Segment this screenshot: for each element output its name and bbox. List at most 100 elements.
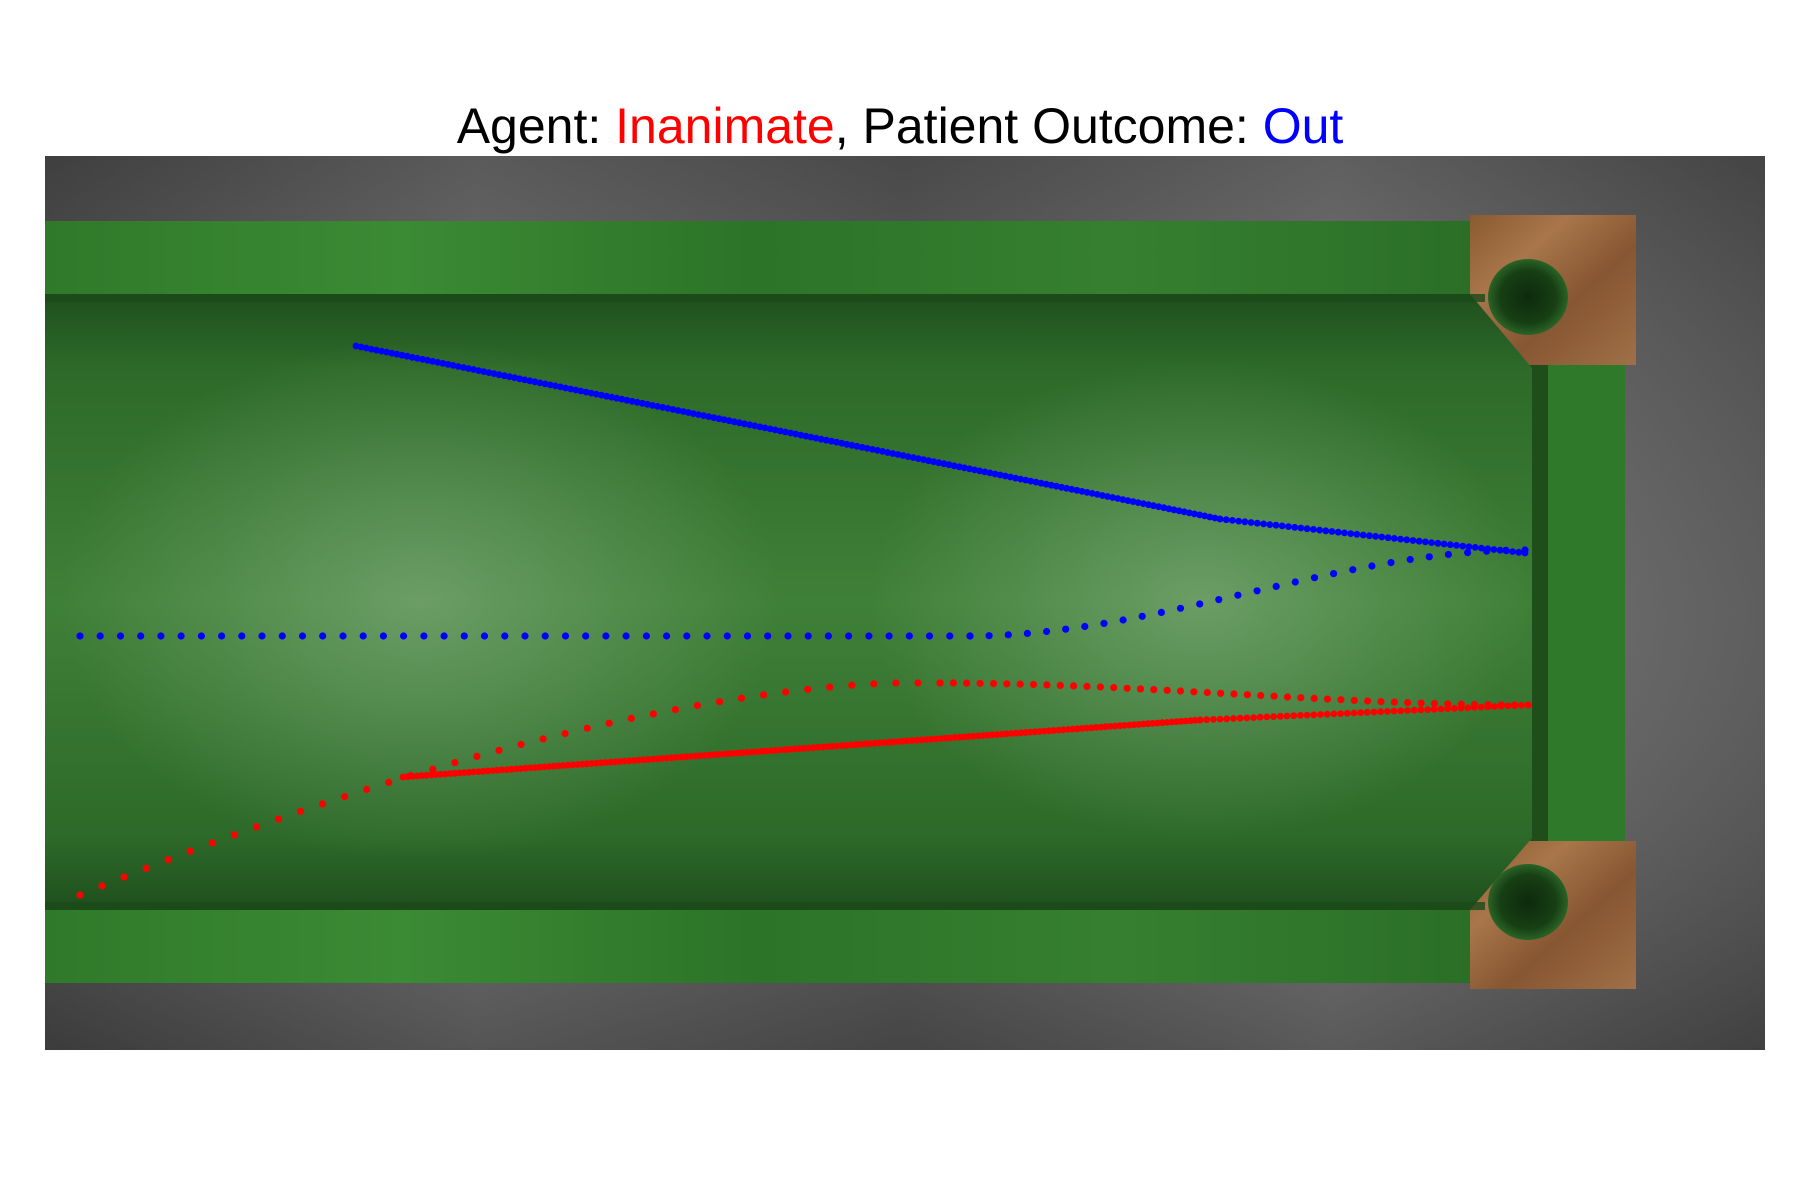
patient-path-dot — [946, 632, 954, 640]
patient-path-dot — [1384, 534, 1392, 542]
agent-path-dot — [1471, 704, 1478, 711]
patient-path-dot — [552, 382, 559, 390]
patient-path-dot — [1353, 530, 1361, 538]
agent-path-dot — [1491, 703, 1498, 710]
patient-path-dot — [1053, 482, 1060, 490]
patient-path-dot — [1145, 501, 1152, 509]
patient-path-dot — [659, 404, 667, 411]
patient-path-dot — [1004, 631, 1012, 639]
patient-path-dot — [608, 393, 615, 401]
agent-path-dot — [1243, 691, 1251, 699]
patient-path-dot — [1063, 484, 1070, 492]
patient-path-dot — [741, 420, 748, 428]
patient-path-dot — [536, 379, 544, 387]
patient-path-dot — [683, 632, 691, 640]
patient-path-dot — [1104, 493, 1111, 500]
agent-path-dot — [475, 768, 482, 775]
patient-path-dot — [1515, 548, 1523, 556]
agent-path-dot — [1424, 706, 1431, 713]
patient-path-dot — [420, 632, 428, 640]
patient-path-dot — [1349, 566, 1357, 574]
patient-path-dot — [1403, 536, 1411, 544]
patient-path-dot — [1068, 485, 1076, 493]
patient-path-dot — [869, 446, 876, 453]
patient-path-dot — [642, 632, 651, 640]
patient-path-dot — [1446, 541, 1454, 549]
patient-path-dot — [1444, 550, 1452, 559]
patient-path-dot — [1165, 505, 1173, 513]
patient-path-dot — [1366, 532, 1373, 540]
agent-path-dot — [804, 685, 812, 693]
patient-path-dot — [1459, 542, 1467, 550]
patient-path-dot — [557, 383, 564, 391]
patient-path-dot — [804, 632, 812, 640]
top-rail — [45, 221, 1470, 295]
agent-path-dot — [1003, 680, 1011, 688]
agent-path-dot — [1097, 723, 1105, 731]
patient-path-dot — [400, 632, 408, 640]
agent-path-dot — [208, 839, 216, 847]
patient-path-dot — [644, 400, 651, 408]
patient-path-dot — [1215, 596, 1223, 604]
agent-path-dot — [1337, 710, 1344, 717]
agent-path-dot — [429, 765, 437, 773]
patient-path-dot — [454, 363, 462, 370]
patient-path-dot — [663, 632, 671, 640]
agent-path-dot — [1464, 704, 1472, 712]
agent-path-dot — [1390, 707, 1398, 715]
agent-path-dot — [495, 746, 503, 755]
agent-path-dot — [1203, 688, 1211, 697]
agent-path-dot — [826, 683, 834, 691]
agent-path-dot — [1083, 682, 1091, 691]
agent-path-dot — [649, 710, 657, 718]
agent-path-dot — [715, 698, 724, 706]
patient-path-dot — [669, 406, 677, 413]
agent-path-dot — [1290, 712, 1298, 720]
patient-path-dot — [879, 448, 886, 455]
felt-top-cushion-shadow — [45, 294, 1485, 302]
patient-path-dot — [1496, 546, 1504, 554]
agent-path-dot — [385, 778, 393, 787]
patient-path-dot — [622, 632, 630, 640]
patient-path-dot — [1272, 582, 1280, 591]
agent-path-dot — [760, 691, 768, 699]
agent-path-dot — [1390, 698, 1398, 706]
agent-path-dot — [693, 701, 702, 710]
patient-path-dot — [782, 428, 789, 436]
patient-path-dot — [1043, 627, 1051, 636]
agent-path-dot — [1330, 710, 1338, 718]
patient-path-dot — [985, 632, 993, 640]
agent-path-dot — [1029, 680, 1038, 689]
agent-path-dot — [1517, 701, 1525, 709]
agent-path-dot — [1297, 712, 1304, 719]
agent-path-dot — [1430, 705, 1438, 713]
patient-path-dot — [116, 632, 125, 640]
patient-path-dot — [955, 463, 963, 471]
patient-path-dot — [787, 429, 794, 437]
felt-light-spot-right — [870, 360, 1530, 840]
patient-path-dot — [1409, 537, 1417, 544]
patient-path-dot — [720, 416, 728, 424]
patient-path-dot — [378, 347, 385, 355]
patient-path-dot — [986, 469, 994, 477]
agent-path-dot — [737, 694, 746, 702]
patient-path-dot — [1422, 538, 1429, 546]
patient-path-dot — [817, 435, 825, 443]
patient-path-dot — [925, 457, 932, 465]
patient-path-dot — [582, 388, 590, 396]
patient-path-dot — [874, 447, 881, 454]
patient-path-dot — [690, 410, 697, 417]
patient-path-dot — [776, 427, 784, 435]
patient-path-dot — [521, 632, 529, 640]
pocket-top-right — [1488, 259, 1568, 335]
agent-path-dot — [1016, 680, 1024, 688]
patient-path-dot — [1464, 549, 1472, 557]
patient-path-dot — [1478, 544, 1485, 552]
patient-path-dot — [1058, 483, 1065, 491]
agent-path-dot — [1384, 708, 1391, 715]
patient-path-dot — [460, 364, 467, 371]
patient-path-dot — [460, 632, 468, 640]
agent-path-dot — [561, 729, 569, 738]
patient-path-dot — [413, 354, 421, 362]
agent-path-dot — [1136, 685, 1145, 693]
